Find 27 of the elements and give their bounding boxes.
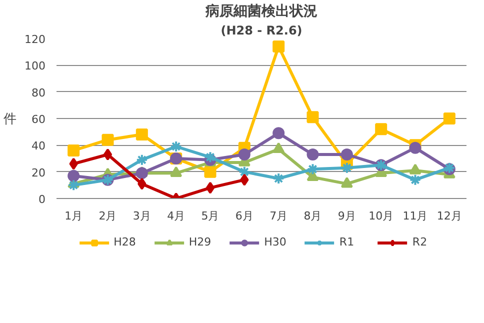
x-tick-label: 9月 bbox=[338, 210, 356, 222]
x-tick-label: 10月 bbox=[368, 210, 394, 222]
x-tick-label: 2月 bbox=[98, 210, 117, 222]
chart-subtitle: (H28 - R2.6) bbox=[220, 24, 302, 38]
x-tick-label: 3月 bbox=[132, 210, 151, 222]
y-tick-label: 80 bbox=[32, 86, 46, 100]
y-tick-label: 60 bbox=[32, 113, 46, 126]
legend-label: H30 bbox=[264, 236, 286, 248]
legend-label: R1 bbox=[339, 236, 356, 248]
x-tick-label: 8月 bbox=[304, 210, 322, 222]
x-tick-label: 12月 bbox=[436, 210, 462, 222]
y-tick-label: 100 bbox=[24, 60, 46, 73]
x-tick-label: 4月 bbox=[167, 210, 186, 222]
x-tick-label: 6月 bbox=[235, 210, 254, 222]
chart-title: 病原細菌検出状況 bbox=[204, 2, 318, 20]
legend-label: H28 bbox=[114, 236, 136, 248]
y-tick-label: 20 bbox=[32, 166, 46, 180]
y-tick-label: 40 bbox=[32, 140, 46, 153]
y-tick-label: 0 bbox=[38, 193, 46, 206]
x-tick-label: 11月 bbox=[402, 210, 428, 222]
legend-label: H29 bbox=[188, 236, 212, 248]
y-tick-label: 120 bbox=[24, 33, 46, 46]
x-tick-label: 1月 bbox=[64, 210, 83, 222]
legend-label: R2 bbox=[412, 236, 428, 248]
y-axis-title: 件 bbox=[4, 111, 17, 126]
x-tick-label: 5月 bbox=[201, 210, 220, 222]
x-tick-label: 7月 bbox=[270, 210, 288, 222]
